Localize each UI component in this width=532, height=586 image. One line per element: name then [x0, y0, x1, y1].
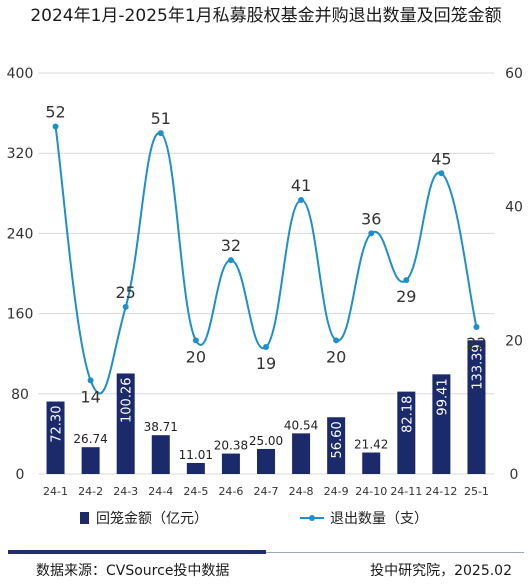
- line-data-label: 45: [431, 149, 451, 168]
- bar-data-label: 82.18: [400, 396, 415, 433]
- x-axis-tick-label: 25-1: [464, 485, 489, 498]
- right-axis-tick-label: 40: [505, 200, 523, 216]
- x-axis-tick-label: 24-8: [289, 485, 314, 498]
- credit-note: 投中研究院，2025.02: [370, 563, 512, 579]
- x-axis-tick-label: 24-1: [43, 485, 68, 498]
- line-point: [52, 123, 59, 130]
- line-data-label: 20: [186, 347, 206, 366]
- line-point: [403, 277, 410, 284]
- left-axis-tick-label: 240: [7, 226, 34, 242]
- bar-data-label: 38.71: [144, 420, 178, 434]
- line-data-label: 52: [45, 102, 65, 121]
- legend-line-marker: [309, 515, 315, 521]
- line-point: [438, 170, 445, 177]
- bar: [186, 462, 205, 474]
- line-data-label: 25: [116, 283, 136, 302]
- footer-divider: [8, 552, 524, 553]
- bar: [81, 447, 100, 474]
- line-point: [192, 337, 199, 344]
- legend: 回笼金额（亿元） 退出数量（支）: [80, 510, 428, 527]
- line-data-label: 41: [291, 176, 311, 195]
- right-axis-tick-label: 20: [505, 333, 523, 349]
- line-point: [333, 337, 340, 344]
- line-data-label: 14: [80, 387, 100, 406]
- bar: [362, 452, 381, 474]
- bar-series: [46, 340, 486, 474]
- bar-data-label: 56.60: [330, 421, 345, 458]
- bar: [292, 433, 311, 474]
- line-point: [263, 344, 269, 351]
- line-data-label: 29: [396, 287, 416, 306]
- bar-data-label: 99.41: [435, 378, 450, 415]
- line-series: [52, 123, 480, 395]
- left-axis-tick-label: 80: [11, 387, 29, 403]
- bar-data-label: 25.00: [249, 434, 283, 448]
- chart-title: 2024年1月-2025年1月私募股权基金并购退出数量及回笼金额: [30, 6, 502, 26]
- bar: [116, 373, 135, 474]
- right-axis-ticks: 0 20 40 60: [505, 66, 523, 483]
- bar-data-label: 11.01: [179, 448, 213, 462]
- line-point: [368, 230, 375, 237]
- line-point: [298, 196, 305, 203]
- legend-line-label: 退出数量（支）: [330, 511, 428, 527]
- line-point: [122, 303, 129, 310]
- line-data-label: 51: [151, 109, 171, 128]
- bar: [397, 391, 416, 474]
- bar-data-label: 40.54: [284, 418, 318, 432]
- x-axis-tick-label: 24-10: [355, 485, 387, 498]
- bar: [257, 448, 275, 474]
- line-data-label: 22: [466, 334, 486, 353]
- right-axis-tick-label: 60: [505, 66, 523, 82]
- line-data-labels: 52 14 25 51 20 32 19 41 20 36 29 45 22: [45, 102, 486, 406]
- footer-divider-accent: [8, 550, 266, 554]
- bar-data-label: 72.30: [50, 406, 65, 443]
- x-axis-tick-label: 24-2: [78, 485, 103, 498]
- x-axis-tick-label: 24-7: [254, 485, 279, 498]
- right-axis-tick-label: 0: [510, 467, 519, 483]
- bar: [46, 401, 65, 474]
- legend-bar-label: 回笼金额（亿元）: [96, 510, 208, 527]
- x-axis-tick-label: 24-4: [148, 485, 173, 498]
- bar: [221, 453, 240, 474]
- gridlines: [38, 72, 494, 475]
- bar: [327, 417, 346, 474]
- line-point: [87, 377, 94, 384]
- line-data-label: 20: [326, 347, 346, 366]
- bar-data-label: 100.26: [120, 377, 135, 423]
- x-axis-tick-label: 24-5: [183, 485, 208, 498]
- bar-data-label: 26.74: [73, 432, 107, 446]
- x-axis-tick-label: 24-6: [218, 485, 243, 498]
- x-axis-tick-label: 24-3: [113, 485, 138, 498]
- left-axis-tick-label: 320: [7, 146, 34, 162]
- left-axis-tick-label: 0: [16, 467, 25, 483]
- legend-bar-swatch: [80, 512, 89, 524]
- x-axis-tick-label: 24-12: [425, 485, 457, 498]
- source-note: 数据来源：CVSource投中数据: [36, 563, 230, 579]
- line-data-label: 36: [361, 209, 381, 228]
- left-axis-ticks: 0 80 160 240 320 400: [7, 66, 34, 483]
- x-axis-tick-label: 24-9: [324, 485, 349, 498]
- x-axis-ticks: 24-1 24-2 24-3 24-4 24-5 24-6 24-7 24-8 24-9 24-1…: [43, 485, 489, 498]
- line-data-label: 32: [221, 236, 241, 255]
- line-point: [157, 130, 164, 137]
- bar: [467, 340, 486, 474]
- x-axis-tick-label: 24-11: [390, 485, 422, 498]
- bar-data-label: 21.42: [354, 438, 388, 452]
- left-axis-tick-label: 400: [7, 66, 34, 82]
- left-axis-tick-label: 160: [7, 307, 34, 323]
- bar: [432, 374, 451, 474]
- line-data-label: 19: [256, 354, 276, 373]
- line-point: [473, 323, 480, 330]
- bar: [151, 435, 170, 474]
- bar-data-label: 20.38: [214, 439, 248, 453]
- bar-data-label: 133.39: [470, 344, 485, 390]
- line-point: [227, 257, 234, 264]
